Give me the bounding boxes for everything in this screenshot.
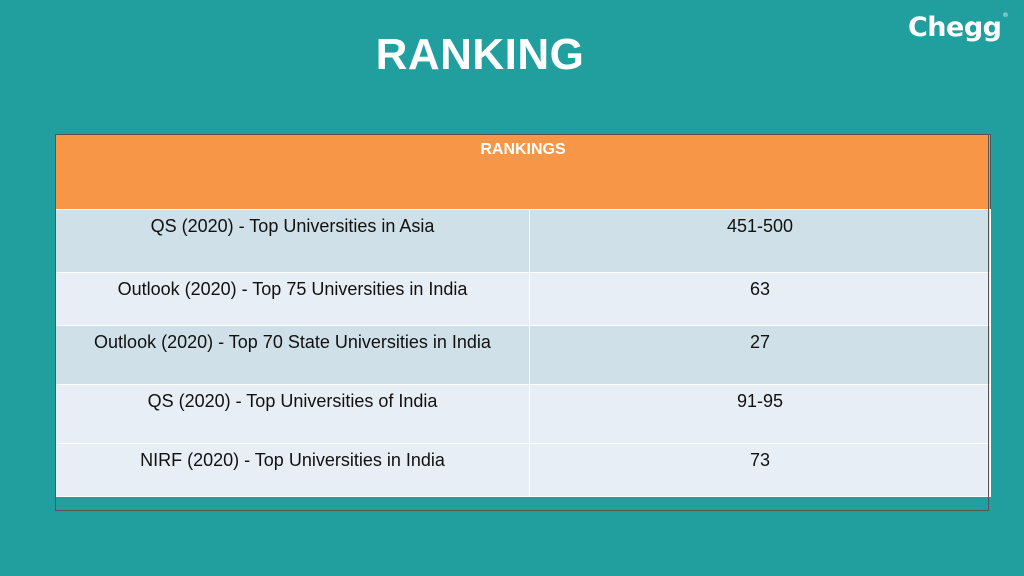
table-row: QS (2020) - Top Universities in Asia 451…	[55, 209, 991, 273]
table-row: Outlook (2020) - Top 70 State Universiti…	[55, 325, 991, 385]
logo-text: Chegg	[907, 12, 1002, 43]
table-row: Outlook (2020) - Top 75 Universities in …	[55, 272, 991, 326]
ranking-value-cell: 27	[529, 325, 991, 385]
ranking-value-cell: 91-95	[529, 384, 991, 444]
ranking-name-cell: Outlook (2020) - Top 70 State Universiti…	[55, 325, 530, 385]
registered-mark-icon: ®	[1002, 12, 1009, 19]
ranking-name-cell: NIRF (2020) - Top Universities in India	[55, 443, 530, 497]
ranking-value-cell: 73	[529, 443, 991, 497]
chegg-logo: Chegg®	[908, 12, 1008, 43]
ranking-value-cell: 451-500	[529, 209, 991, 273]
ranking-name-cell: QS (2020) - Top Universities of India	[55, 384, 530, 444]
ranking-table: RANKINGS QS (2020) - Top Universities in…	[55, 134, 991, 497]
ranking-name-cell: Outlook (2020) - Top 75 Universities in …	[55, 272, 530, 326]
table-row: NIRF (2020) - Top Universities in India …	[55, 443, 991, 497]
ranking-value-cell: 63	[529, 272, 991, 326]
slide-title: RANKING	[375, 30, 585, 79]
table-header-row: RANKINGS	[55, 134, 991, 210]
table-header: RANKINGS	[55, 134, 991, 210]
table-row: QS (2020) - Top Universities of India 91…	[55, 384, 991, 444]
ranking-name-cell: QS (2020) - Top Universities in Asia	[55, 209, 530, 273]
